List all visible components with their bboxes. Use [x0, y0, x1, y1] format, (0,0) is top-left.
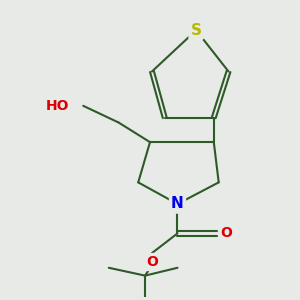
- Text: HO: HO: [46, 99, 70, 113]
- Text: N: N: [171, 196, 184, 211]
- Text: O: O: [220, 226, 232, 240]
- Text: S: S: [190, 23, 202, 38]
- Text: O: O: [146, 255, 158, 269]
